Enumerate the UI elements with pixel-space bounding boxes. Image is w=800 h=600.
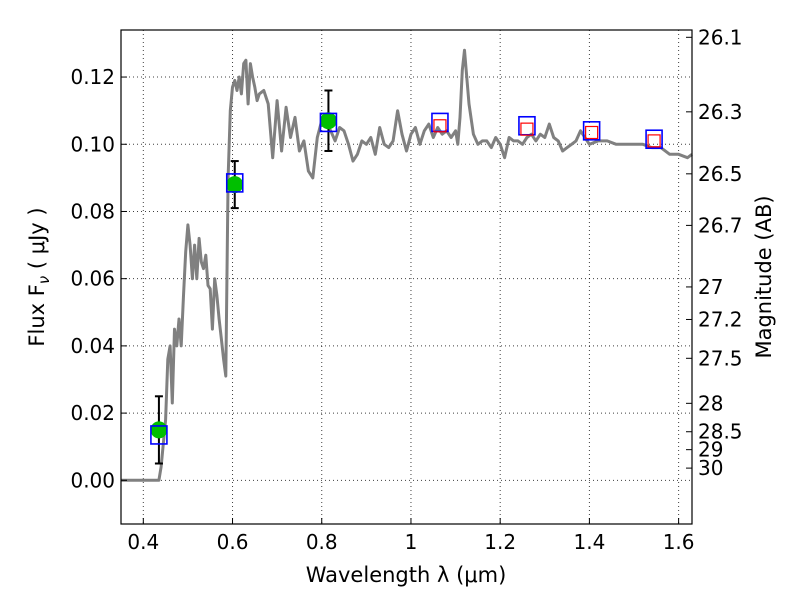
y-tick-label-5: 0.10 bbox=[70, 132, 115, 156]
model-point-6 bbox=[645, 129, 663, 150]
x-tick-label-5: 1.4 bbox=[573, 530, 605, 554]
y2-tick-label-9: 29 bbox=[698, 438, 723, 462]
observed-point-2 bbox=[319, 112, 337, 130]
sed-curve-layer bbox=[121, 48, 693, 482]
y2-tick-label-2: 26.5 bbox=[698, 162, 743, 186]
y2-tick-label-4: 27 bbox=[698, 275, 723, 299]
y-axis-title: Flux Fν ( μJy ) bbox=[25, 207, 53, 346]
y-tick-label-1: 0.02 bbox=[70, 401, 115, 425]
x-axis-ticks: 0.4 0.6 0.8 1 1.2 1.4 1.6 bbox=[127, 518, 695, 554]
x-tick-label-1: 0.6 bbox=[217, 530, 249, 554]
model-inner-point-3 bbox=[647, 134, 661, 148]
x-tick-label-6: 1.6 bbox=[663, 530, 695, 554]
model-inner-point-1 bbox=[520, 122, 534, 136]
model-inner-point-0 bbox=[433, 119, 447, 133]
y-axis-title-subscript: ν bbox=[35, 276, 53, 284]
y2-tick-label-1: 26.3 bbox=[698, 100, 743, 124]
observed-point-1 bbox=[226, 176, 244, 194]
model-point-1 bbox=[225, 173, 244, 193]
y2-axis-title: Magnitude (AB) bbox=[752, 195, 776, 358]
model-point-5 bbox=[582, 121, 601, 141]
y-axis-title-main: Flux F bbox=[25, 284, 49, 346]
y2-tick-label-8: 28.5 bbox=[698, 420, 743, 444]
y-tick-label-3: 0.06 bbox=[70, 267, 115, 291]
y-tick-label-0: 0.00 bbox=[70, 468, 115, 492]
model-inner-point-2 bbox=[585, 125, 599, 140]
plot-frame bbox=[120, 29, 693, 525]
x-tick-label-0: 0.4 bbox=[127, 530, 159, 554]
model-point-2 bbox=[319, 112, 338, 133]
x-tick-label-3: 1 bbox=[405, 530, 418, 554]
y2-tick-label-10: 30 bbox=[698, 456, 723, 480]
sed-curve-line bbox=[121, 48, 693, 482]
y-axis-title-units: ( μJy ) bbox=[25, 207, 49, 275]
observed-point-0 bbox=[150, 421, 168, 439]
y2-tick-label-0: 26.1 bbox=[698, 25, 743, 49]
y-axis-ticks: 0.00 0.02 0.04 0.06 0.08 0.10 0.12 bbox=[70, 65, 127, 492]
y2-tick-label-3: 26.7 bbox=[698, 213, 743, 237]
y2-tick-label-5: 27.2 bbox=[698, 307, 743, 331]
model-point-0 bbox=[150, 425, 168, 445]
y2-tick-label-7: 28 bbox=[698, 391, 723, 415]
y2-tick-label-6: 27.5 bbox=[698, 346, 743, 370]
y-tick-label-6: 0.12 bbox=[70, 65, 115, 89]
x-tick-label-4: 1.2 bbox=[484, 530, 516, 554]
y-tick-label-4: 0.08 bbox=[70, 199, 115, 223]
x-axis-title: Wavelength λ (μm) bbox=[306, 563, 507, 587]
y-tick-label-2: 0.04 bbox=[70, 334, 115, 358]
model-points bbox=[150, 112, 663, 445]
x-tick-label-2: 0.8 bbox=[306, 530, 338, 554]
observed-points bbox=[150, 112, 337, 439]
